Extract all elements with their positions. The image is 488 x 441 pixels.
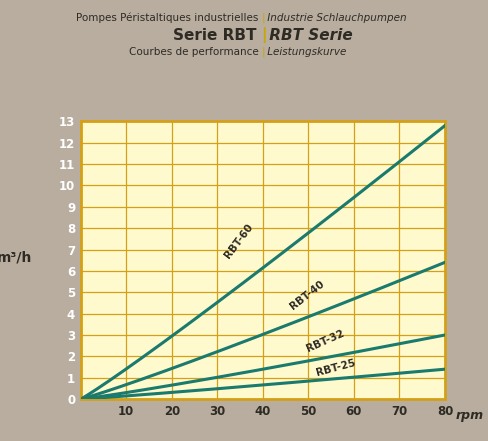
- Text: Serie RBT: Serie RBT: [173, 28, 261, 43]
- Text: Courbes de performance: Courbes de performance: [128, 47, 261, 57]
- Text: RBT-60: RBT-60: [223, 222, 255, 260]
- Text: |: |: [261, 27, 272, 43]
- Text: RBT-40: RBT-40: [288, 279, 326, 311]
- Text: RBT Serie: RBT Serie: [264, 28, 352, 43]
- Text: Pompes Péristaltiques industrielles: Pompes Péristaltiques industrielles: [76, 12, 261, 23]
- Text: Leistungskurve: Leistungskurve: [264, 47, 346, 57]
- Text: Industrie Schlauchpumpen: Industrie Schlauchpumpen: [264, 13, 406, 22]
- Text: |: |: [261, 47, 268, 57]
- Text: RBT-25: RBT-25: [314, 358, 356, 378]
- Text: RBT-32: RBT-32: [304, 329, 345, 354]
- Text: |: |: [261, 12, 268, 23]
- Text: m³/h: m³/h: [0, 251, 32, 265]
- Text: rpm: rpm: [454, 409, 483, 422]
